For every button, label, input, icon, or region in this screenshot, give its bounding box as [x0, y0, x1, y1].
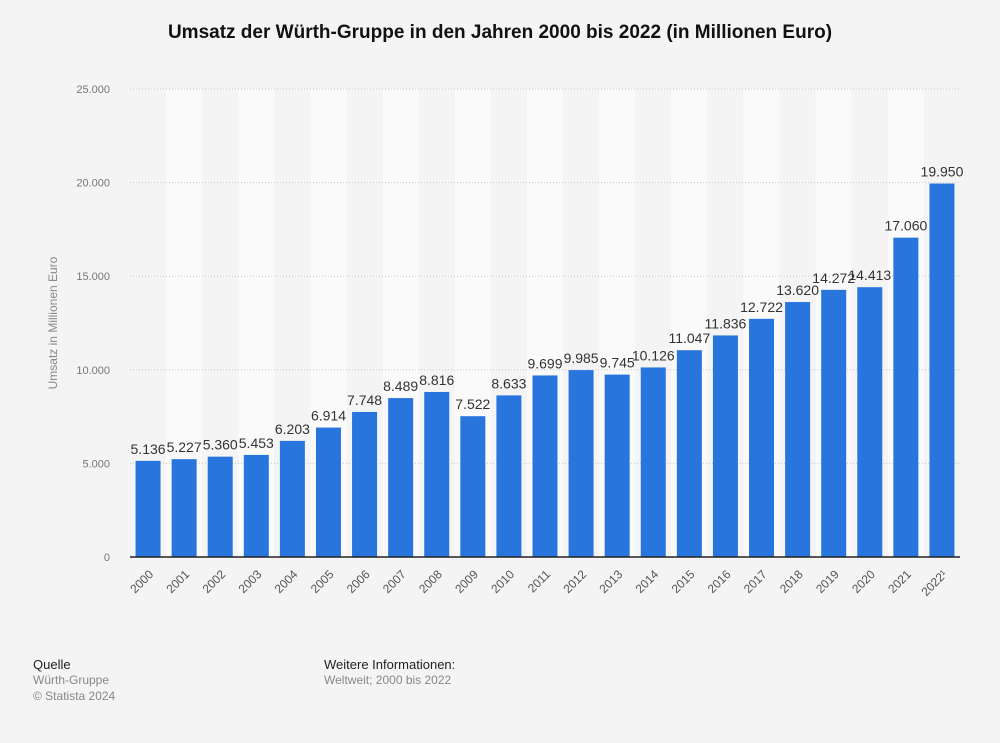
data-label: 5.453: [239, 435, 274, 451]
bar: [893, 237, 919, 558]
copyright: © Statista 2024: [33, 689, 116, 703]
x-tick-label: 2009: [452, 567, 481, 596]
x-tick-label: 2013: [597, 567, 626, 596]
x-tick-label: 2004: [272, 567, 301, 596]
x-tick-label: 2010: [488, 567, 517, 596]
bar: [460, 416, 486, 557]
data-label: 8.633: [491, 375, 526, 391]
info-text: Weltweit; 2000 bis 2022: [324, 673, 452, 687]
bar: [857, 287, 883, 557]
x-tick-label: 2019: [813, 567, 842, 596]
bar: [640, 367, 666, 557]
data-label: 11.047: [668, 330, 710, 346]
data-label: 9.745: [600, 355, 635, 371]
bar: [135, 460, 161, 557]
bar: [171, 459, 197, 557]
bar: [821, 289, 847, 557]
bar: [929, 183, 955, 557]
data-label: 5.360: [203, 437, 238, 453]
data-label: 9.985: [564, 350, 599, 366]
bar: [243, 454, 269, 557]
x-tick-label: 2017: [741, 567, 770, 596]
bar: [749, 318, 775, 557]
source-name[interactable]: Würth-Gruppe: [33, 673, 110, 687]
y-axis-label: Umsatz in Millionen Euro: [46, 256, 60, 389]
x-tick-label: 2021: [885, 567, 914, 596]
chart-title: Umsatz der Würth-Gruppe in den Jahren 20…: [167, 22, 833, 43]
info-heading: Weitere Informationen:: [324, 657, 456, 672]
bar: [424, 391, 450, 557]
x-tick-label: 2022¹: [918, 567, 950, 599]
x-tick-label: 2007: [380, 567, 409, 596]
bar: [352, 411, 378, 557]
bar: [676, 350, 702, 557]
bar-chart: 0 5.000 10.000 15.000 20.000 25.000 Umsatz in …: [46, 84, 964, 599]
y-tick-label: 25.000: [76, 84, 110, 96]
x-tick-label: 2006: [344, 567, 373, 596]
x-tick-label: 2018: [777, 567, 806, 596]
bar: [532, 375, 558, 557]
bar: [568, 370, 594, 557]
x-tick-label: 2002: [200, 567, 229, 596]
x-tick-label: 2015: [669, 567, 698, 596]
bar: [388, 398, 414, 557]
data-label: 7.748: [347, 392, 382, 408]
data-label: 17.060: [884, 218, 927, 234]
y-tick-label: 5.000: [82, 458, 110, 470]
x-tick-label: 2014: [633, 567, 662, 596]
bar: [315, 427, 341, 557]
data-label: 11.836: [705, 315, 747, 331]
y-tick-label: 15.000: [76, 271, 110, 283]
x-tick-label: 2011: [525, 567, 553, 595]
x-tick-label: 2003: [236, 567, 265, 596]
info-block: Weitere Informationen: Weltweit; 2000 bi…: [324, 657, 455, 688]
data-label: 8.816: [419, 372, 454, 388]
data-label: 13.620: [776, 282, 819, 298]
data-label: 5.136: [131, 441, 166, 457]
data-label: 6.914: [311, 408, 346, 424]
y-tick-label: 0: [104, 552, 110, 564]
bar: [712, 335, 738, 557]
x-tick-label: 2020: [849, 567, 878, 596]
data-label: 9.699: [527, 355, 562, 371]
x-tick-label: 2000: [127, 567, 156, 596]
source-heading: Quelle: [33, 657, 71, 672]
x-tick-label: 2016: [705, 567, 734, 596]
source-block: Quelle Würth-Gruppe © Statista 2024: [33, 657, 115, 704]
x-tick-label: 2005: [308, 567, 337, 596]
data-label: 6.203: [275, 421, 310, 437]
x-tick-label: 2008: [416, 567, 445, 596]
x-tick-label: 2012: [560, 567, 589, 596]
bar: [496, 395, 522, 557]
bar: [785, 302, 811, 557]
bar: [207, 456, 233, 557]
x-tick-label: 2001: [163, 567, 192, 596]
data-label: 14.272: [812, 270, 855, 286]
data-label: 14.413: [848, 267, 891, 283]
data-label: 7.522: [455, 396, 490, 412]
data-label: 19.950: [921, 164, 964, 180]
bar: [604, 374, 630, 557]
y-tick-label: 20.000: [76, 178, 110, 190]
data-label: 8.489: [383, 378, 418, 394]
data-label: 10.126: [632, 347, 675, 363]
y-tick-label: 10.000: [76, 365, 110, 377]
bar: [279, 440, 305, 557]
data-label: 12.722: [740, 299, 783, 315]
data-label: 5.227: [167, 439, 202, 455]
